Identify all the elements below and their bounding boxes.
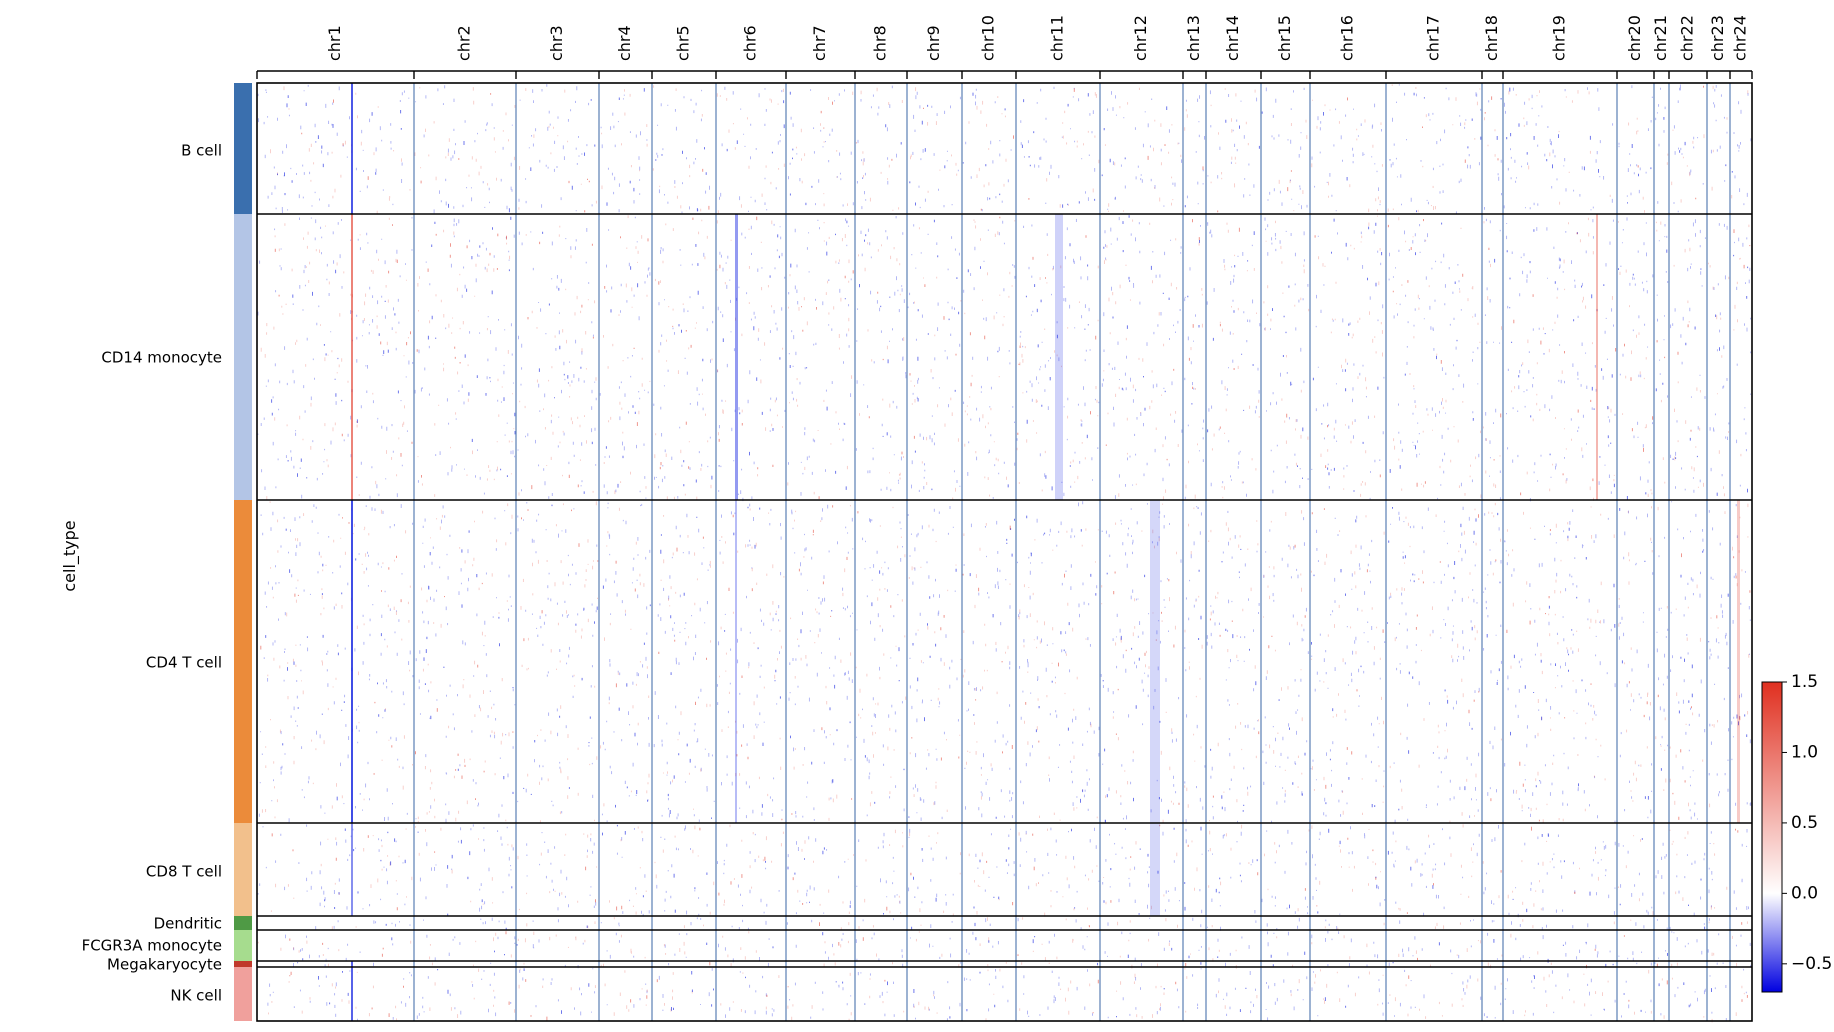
chr23-gain-band-cd4 <box>1737 500 1740 823</box>
chromosome-label-chr18: chr18 <box>1482 15 1501 61</box>
chr6-loss-band-cd4 <box>735 500 737 823</box>
chr12-loss-band-t-cells <box>1150 500 1160 916</box>
heatmap-area <box>257 83 1752 1021</box>
chr1-loss-band-nk <box>351 961 353 1021</box>
cell-type-strip-cd14-monocyte <box>234 214 252 500</box>
heatmap-cell-strokes <box>257 83 1752 1023</box>
cell-type-label-dendritic: Dendritic <box>154 915 222 933</box>
chromosome-label-chr15: chr15 <box>1275 15 1294 61</box>
colorbar-tick-label: 1.5 <box>1791 672 1818 692</box>
chromosome-label-chr7: chr7 <box>810 25 829 61</box>
chromosome-label-chr13: chr13 <box>1184 15 1203 61</box>
chromosome-label-chr9: chr9 <box>924 25 943 61</box>
gain-signal-strong <box>260 85 1751 1021</box>
cell-type-strip-megakaryocyte <box>234 961 252 967</box>
chromosome-label-chr8: chr8 <box>871 25 890 61</box>
chr1-loss-band-bcell <box>351 83 353 214</box>
chromosome-label-chr22: chr22 <box>1678 15 1697 61</box>
chromosome-label-chr20: chr20 <box>1625 15 1644 61</box>
chromosome-label-chr1: chr1 <box>325 25 344 61</box>
cell-type-label-cd8-t-cell: CD8 T cell <box>146 863 222 881</box>
heatmap-background <box>257 83 1752 1021</box>
colorbar-tick-label: −0.5 <box>1791 954 1832 974</box>
chromosome-label-chr17: chr17 <box>1424 15 1443 61</box>
chromosome-label-chr5: chr5 <box>674 25 693 61</box>
chr19-gain-band-cd14 <box>1596 214 1598 500</box>
chromosome-label-chr11: chr11 <box>1048 15 1067 61</box>
cell-type-label-megakaryocyte: Megakaryocyte <box>107 956 222 974</box>
chromosome-label-chr4: chr4 <box>615 25 634 61</box>
chr11-loss-band-cd14 <box>1055 214 1063 500</box>
cell-type-strip-dendritic <box>234 916 252 930</box>
cell-type-strip-b-cell <box>234 83 252 214</box>
chromosome-label-chr6: chr6 <box>741 25 760 61</box>
chromosome-label-chr10: chr10 <box>979 15 998 61</box>
cell-type-strip-fcgr3a-monocyte <box>234 930 252 961</box>
cell-type-label-cd4-t-cell: CD4 T cell <box>146 654 222 672</box>
cell-type-strip-cd8-t-cell <box>234 823 252 916</box>
chromosome-label-chr2: chr2 <box>455 25 474 61</box>
colorbar-tick-label: 1.0 <box>1791 742 1818 762</box>
y-axis-label: cell_type <box>60 520 80 591</box>
cell-type-label-nk-cell: NK cell <box>170 987 222 1005</box>
cell-type-label-b-cell: B cell <box>181 142 222 160</box>
chromosome-label-chr21: chr21 <box>1651 15 1670 61</box>
cell-type-strip-cd4-t-cell <box>234 500 252 823</box>
chr1-gain-band-cd14 <box>351 214 353 500</box>
chr1-loss-band-cd8 <box>351 823 353 916</box>
chromosome-label-chr14: chr14 <box>1223 15 1242 61</box>
colorbar-tick-label: 0.5 <box>1791 813 1818 833</box>
cell-type-label-fcgr3a-monocyte: FCGR3A monocyte <box>82 937 222 955</box>
cell-type-axis: B cell CD14 monocyte CD4 T cell CD8 T cell D… <box>82 83 252 1021</box>
chromosome-label-chr23: chr23 <box>1708 15 1727 61</box>
cell-type-boundaries <box>256 82 1753 1022</box>
chr1-loss-band-cd4 <box>351 500 353 823</box>
colorbar-gradient <box>1761 681 1783 993</box>
heatmap-frame <box>256 82 1753 1022</box>
loss-signal-light <box>257 84 1752 1022</box>
chromosome-label-chr16: chr16 <box>1338 15 1357 61</box>
cell-type-strip-nk-cell <box>234 967 252 1021</box>
chromosome-axis: chr1 chr2 chr3 chr4 chr5 chr6 chr7 chr8 chr9 chr1… <box>256 15 1753 79</box>
cell-type-label-cd14-monocyte: CD14 monocyte <box>101 349 222 367</box>
loss-signal-strong <box>265 87 1749 1019</box>
chromosome-label-chr12: chr12 <box>1131 15 1150 61</box>
chromosome-boundaries <box>413 83 1731 1021</box>
chromosome-label-chr3: chr3 <box>547 25 566 61</box>
colorbar: 1.5 1.0 0.5 0.0 −0.5 <box>1761 672 1832 993</box>
chr6-loss-band-cd14 <box>735 214 738 500</box>
colorbar-tick-label: 0.0 <box>1791 883 1818 903</box>
chromosome-label-chr24: chr24 <box>1731 15 1750 61</box>
chromosome-label-chr19: chr19 <box>1550 15 1569 61</box>
